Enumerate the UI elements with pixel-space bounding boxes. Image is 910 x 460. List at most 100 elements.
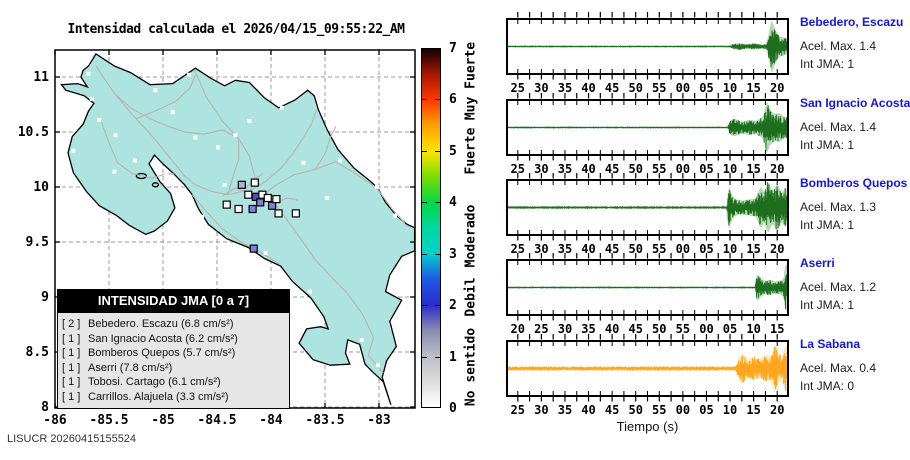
town-dot bbox=[375, 363, 380, 368]
trace-x-tick: 05 bbox=[699, 81, 714, 95]
trace-x-tick: 05 bbox=[699, 162, 714, 176]
island bbox=[151, 182, 160, 188]
trace-x-tick: 15 bbox=[746, 242, 761, 256]
map-x-tick-label: -86 bbox=[43, 413, 67, 428]
waveform-trace bbox=[507, 29, 788, 68]
legend-station-entry: San Ignacio Acosta (6.2 cm/s²) bbox=[88, 332, 238, 345]
trace-x-tick: 35 bbox=[557, 162, 573, 176]
costa-rica-landmass bbox=[60, 52, 415, 406]
legend-row: [ 1 ] San Ignacio Acosta (6.2 cm/s²) bbox=[58, 332, 289, 347]
legend-intensity-count: [ 1 ] bbox=[62, 390, 81, 403]
colorbar-number: 6 bbox=[449, 92, 457, 108]
trace-x-tick: 40 bbox=[581, 162, 596, 176]
trace-acel-max-label: Acel. Max. 1.4 bbox=[800, 39, 877, 53]
trace-x-tick: 40 bbox=[604, 322, 620, 336]
road-line bbox=[135, 74, 196, 120]
colorbar-tick bbox=[435, 150, 440, 152]
town-dot bbox=[307, 289, 312, 294]
town-dot bbox=[247, 119, 252, 123]
trace-x-tick: 05 bbox=[722, 322, 738, 336]
colorbar-category-label: No sentido bbox=[463, 327, 479, 406]
station-marker bbox=[274, 209, 283, 218]
trace-int-jma-label: Int JMA: 1 bbox=[800, 57, 855, 71]
legend-station-entry: Bebedero. Escazu (6.8 cm/s²) bbox=[88, 318, 234, 330]
trace-x-tick: 15 bbox=[746, 403, 761, 417]
trace-x-tick: 55 bbox=[652, 242, 667, 256]
trace-x-tick: 10 bbox=[722, 162, 738, 176]
town-dot bbox=[170, 110, 175, 115]
legend-row: [ 1 ] Aserri (7.8 cm/s²) bbox=[58, 361, 289, 376]
seismogram-panel: San Ignacio Acosta Acel. Max. 1.4 Int JM… bbox=[506, 92, 910, 184]
trace-x-tick: 50 bbox=[628, 81, 643, 95]
station-marker bbox=[248, 204, 257, 214]
town-dot bbox=[164, 170, 169, 175]
seismogram-plot bbox=[506, 334, 789, 402]
town-dot bbox=[112, 169, 117, 174]
legend-station-entry: Carrillos. Alajuela (3.3 cm/s²) bbox=[88, 390, 229, 403]
trace-x-tick: 00 bbox=[675, 81, 691, 95]
waveform-trace bbox=[507, 105, 788, 151]
station-marker bbox=[256, 198, 265, 207]
town-dot bbox=[393, 213, 398, 218]
seismogram-panel: Bomberos Quepos Acel. Max. 1.3 Int JMA: … bbox=[506, 172, 910, 264]
map-x-tick-label: -85.5 bbox=[89, 413, 128, 428]
road-line bbox=[376, 187, 406, 224]
trace-x-tick: 35 bbox=[557, 242, 573, 256]
trace-x-tick: 50 bbox=[628, 242, 643, 256]
waveform-trace bbox=[507, 347, 788, 392]
colorbar-tick bbox=[435, 305, 440, 307]
town-dot bbox=[338, 158, 343, 163]
town-dot bbox=[113, 133, 118, 138]
trace-x-tick: 20 bbox=[510, 322, 526, 336]
trace-x-tick: 25 bbox=[510, 242, 526, 256]
trace-station-label: Bebedero, Escazu bbox=[800, 15, 904, 29]
trace-int-jma-label: Int JMA: 1 bbox=[800, 298, 855, 312]
trace-int-jma-label: Int JMA: 1 bbox=[800, 138, 855, 152]
town-dot bbox=[359, 337, 364, 342]
colorbar-number: 3 bbox=[449, 246, 457, 262]
trace-x-tick: 55 bbox=[652, 162, 667, 176]
trace-x-tick: 50 bbox=[652, 322, 667, 336]
legend-station-entry: Aserri (7.8 cm/s²) bbox=[88, 361, 173, 374]
town-dot bbox=[222, 182, 227, 187]
trace-acel-max-label: Acel. Max. 1.3 bbox=[800, 200, 877, 214]
trace-tick-labels: 25 30 35 40 45 50 55 00 05 10 15 20 bbox=[506, 403, 789, 417]
trace-x-tick: 25 bbox=[534, 322, 549, 336]
seismogram-panel: La Sabana Acel. Max. 0.4 Int JMA: 0 25 30… bbox=[506, 333, 910, 425]
station-marker bbox=[234, 204, 243, 214]
road-line bbox=[250, 109, 317, 191]
trace-x-tick: 40 bbox=[581, 242, 596, 256]
legend-intensity-count: [ 1 ] bbox=[62, 347, 81, 360]
colorbar-category-label: Debil bbox=[463, 277, 479, 317]
town-dot bbox=[153, 88, 158, 93]
map-x-tick-label: -83.5 bbox=[305, 413, 344, 428]
legend-body: [ 2 ] Bebedero. Escazu (6.8 cm/s²) [ 1 ] S… bbox=[57, 313, 290, 409]
legend-intensity-count: [ 1 ] bbox=[62, 361, 81, 374]
trace-x-tick: 15 bbox=[746, 162, 761, 176]
trace-station-label: Aserri bbox=[800, 256, 835, 270]
trace-x-tick: 10 bbox=[746, 322, 761, 336]
map-y-tick-label: 9.5 bbox=[26, 235, 49, 250]
town-dot bbox=[374, 185, 379, 189]
seismogram-plot bbox=[506, 253, 789, 321]
report-id-footer: LISUCR 20260415155524 bbox=[7, 433, 137, 445]
trace-int-jma-label: Int JMA: 1 bbox=[800, 218, 855, 232]
colorbar-tick bbox=[422, 356, 427, 358]
trace-x-tick: 35 bbox=[557, 81, 573, 95]
legend-row: [ 1 ] Tobosi. Cartago (6.1 cm/s²) bbox=[58, 375, 289, 390]
trace-tick-labels: 20 25 30 35 40 45 50 55 00 05 10 15 bbox=[506, 322, 789, 336]
station-marker bbox=[272, 195, 281, 204]
colorbar-number: 4 bbox=[449, 195, 457, 211]
colorbar-tick bbox=[422, 305, 427, 307]
colorbar-number: 7 bbox=[449, 41, 457, 56]
trace-x-tick: 40 bbox=[581, 81, 596, 95]
waveform-trace bbox=[507, 182, 788, 230]
trace-x-tick: 30 bbox=[534, 403, 549, 417]
colorbar-tick bbox=[422, 202, 427, 204]
colorbar-number: 2 bbox=[449, 298, 457, 314]
trace-x-tick: 30 bbox=[534, 242, 549, 256]
seismogram-plot bbox=[506, 12, 789, 80]
trace-tick-labels: 25 30 35 40 45 50 55 00 05 10 15 20 bbox=[506, 162, 789, 176]
station-marker bbox=[222, 200, 231, 209]
